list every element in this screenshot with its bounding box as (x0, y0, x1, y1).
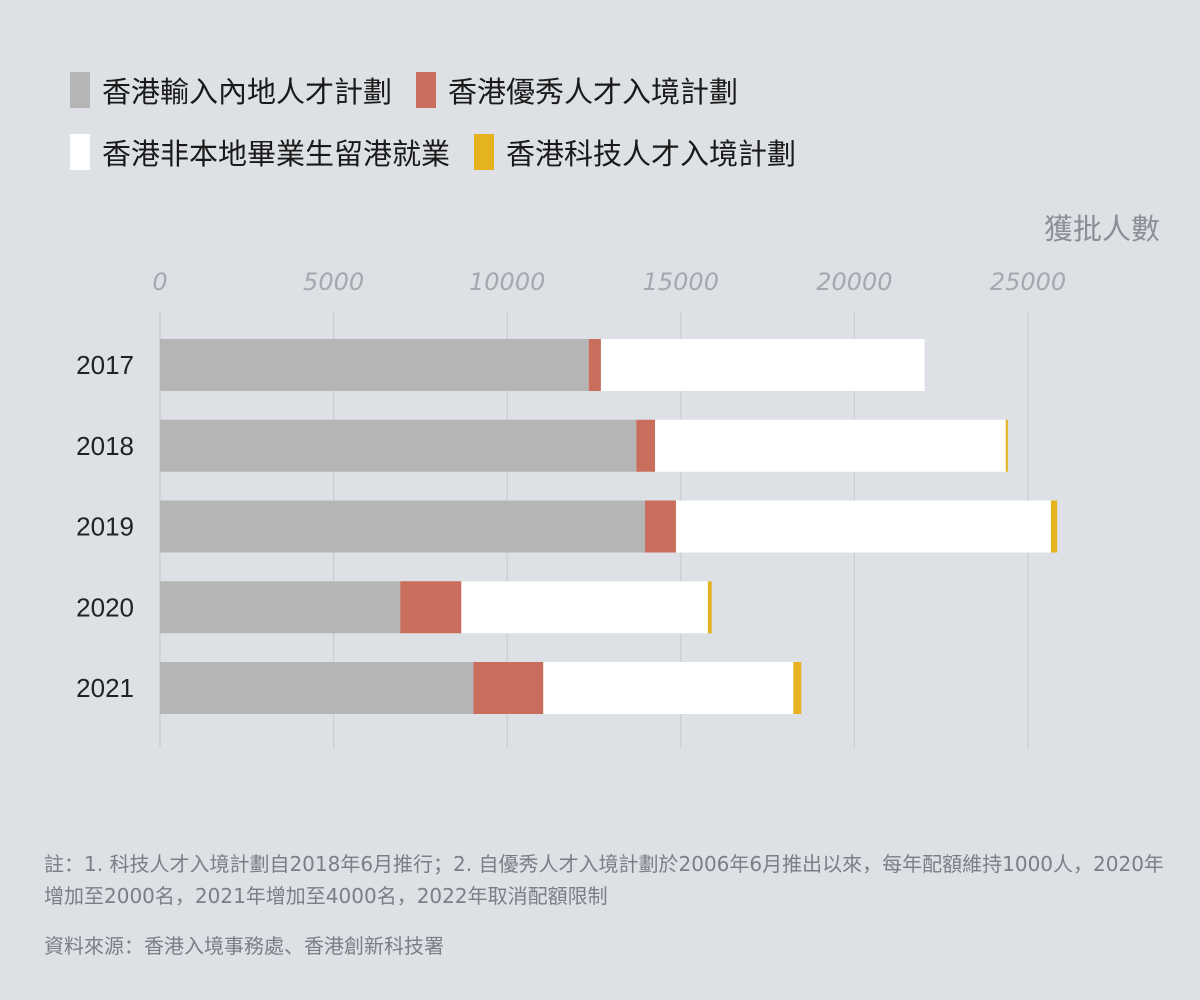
legend-item-mainland-talent: 香港輸入內地人才計劃 (70, 69, 392, 111)
bar-2021-series-3 (543, 662, 794, 714)
legend: 香港輸入內地人才計劃 香港優秀人才入境計劃 香港非本地畢業生留港就業 香港科技人… (70, 66, 1070, 190)
legend-swatch-quality-migrant (416, 72, 437, 108)
chart-notes: 註：1. 科技人才入境計劃自2018年6月推行；2. 自優秀人才入境計劃於200… (44, 852, 1164, 908)
legend-label-quality-migrant: 香港優秀人才入境計劃 (448, 75, 739, 109)
bar-2020-series-2 (400, 581, 462, 634)
bar-2019-series-1 (160, 500, 646, 553)
y-tick-label-2017: 2017 (76, 350, 134, 380)
chart-source: 資料來源：香港入境事務處、香港創新科技署 (44, 934, 444, 958)
y-tick-label-2021: 2021 (76, 673, 134, 703)
bar-2020-series-1 (160, 581, 401, 634)
legend-swatch-tech-talent (474, 134, 495, 170)
legend-row-1: 香港輸入內地人才計劃 香港優秀人才入境計劃 (70, 66, 1070, 114)
y-tick-label-2018: 2018 (76, 431, 134, 461)
axis-unit-label: 獲批人數 (1043, 212, 1160, 246)
y-tick-label-2020: 2020 (76, 592, 134, 622)
bar-2021-series-1 (160, 662, 474, 714)
bar-2018-series-1 (160, 419, 637, 472)
bar-2021-series-2 (473, 662, 544, 714)
bar-2018-series-4 (1005, 419, 1008, 472)
legend-swatch-non-local-graduates (70, 134, 90, 170)
bar-2020-series-3 (461, 581, 708, 634)
bar-2019-series-3 (675, 500, 1051, 553)
x-tick-label-5000: 5000 (303, 268, 364, 296)
bar-2018-series-3 (655, 419, 1006, 472)
x-tick-label-25000: 25000 (990, 268, 1066, 296)
bar-2017-series-3 (600, 339, 925, 391)
legend-item-tech-talent: 香港科技人才入境計劃 (474, 131, 796, 173)
x-tick-label-20000: 20000 (816, 268, 892, 296)
legend-label-tech-talent: 香港科技人才入境計劃 (506, 137, 797, 171)
bar-2019-series-4 (1050, 500, 1058, 553)
bar-2019-series-2 (645, 500, 676, 553)
legend-row-2: 香港非本地畢業生留港就業 香港科技人才入境計劃 (70, 128, 1070, 176)
legend-label-mainland-talent: 香港輸入內地人才計劃 (102, 75, 393, 109)
x-tick-label-0: 0 (152, 268, 167, 296)
x-tick-label-10000: 10000 (469, 268, 545, 296)
legend-item-quality-migrant: 香港優秀人才入境計劃 (416, 69, 738, 111)
legend-label-non-local-graduates: 香港非本地畢業生留港就業 (102, 137, 451, 171)
x-tick-label-15000: 15000 (643, 268, 719, 296)
bar-2017-series-2 (588, 339, 601, 391)
bar-2020-series-4 (707, 581, 712, 634)
bar-2021-series-4 (793, 662, 802, 714)
bar-2017-series-1 (160, 339, 589, 391)
legend-swatch-mainland-talent (70, 72, 90, 108)
y-tick-label-2019: 2019 (76, 512, 134, 542)
legend-item-non-local-graduates: 香港非本地畢業生留港就業 (70, 131, 450, 173)
bar-2018-series-2 (636, 419, 656, 472)
